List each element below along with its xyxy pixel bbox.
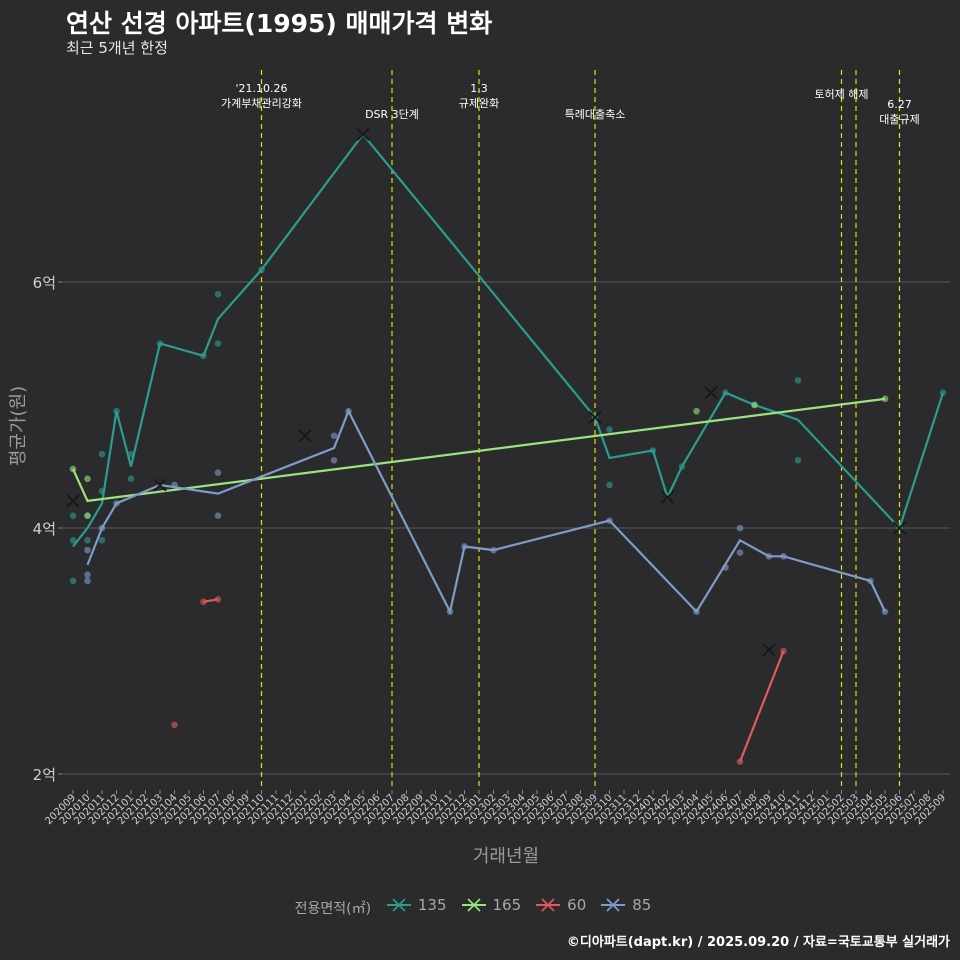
data-point-165 xyxy=(84,475,91,483)
series-85 xyxy=(84,407,889,615)
credit-text: ©디아파트(dapt.kr) / 2025.09.20 / 자료=국토교통부 실… xyxy=(566,935,950,950)
event-label: 토허제 해제 xyxy=(814,87,868,101)
legend-item-165: 165 xyxy=(461,896,522,914)
data-point-135 xyxy=(69,537,77,544)
max-marker-85 xyxy=(153,478,167,492)
data-point-165 xyxy=(84,512,91,519)
legend-key-icon xyxy=(386,898,411,912)
legend: 전용면적(㎡) 135 165 60 85 xyxy=(0,896,960,918)
max-marker-135 xyxy=(660,490,675,504)
max-marker-60 xyxy=(762,643,776,657)
data-point-135 xyxy=(794,457,802,464)
legend-item-60: 60 xyxy=(535,896,586,914)
data-point-85 xyxy=(330,457,338,464)
legend-key-icon xyxy=(461,898,486,912)
data-point-85 xyxy=(736,524,744,532)
legend-title: 전용면적(㎡) xyxy=(294,901,372,917)
data-point-85 xyxy=(736,549,744,556)
event-label: DSR 3단계 xyxy=(365,108,419,121)
max-marker-85 xyxy=(298,429,312,443)
event-label: '21.10.26 가계부채관리강화 xyxy=(221,82,302,110)
series-165 xyxy=(66,395,889,519)
data-point-135 xyxy=(214,340,222,347)
y-tick-label: 2억 xyxy=(33,766,56,784)
max-marker-135 xyxy=(704,386,718,400)
series-line-85 xyxy=(86,408,886,615)
event-label: 6.27 대출규제 xyxy=(879,98,919,126)
legend-label: 165 xyxy=(492,896,522,914)
data-point-165 xyxy=(693,407,700,415)
series-135 xyxy=(69,127,947,585)
data-point-85 xyxy=(84,546,91,554)
data-point-135 xyxy=(214,291,222,298)
data-point-135 xyxy=(127,475,135,483)
max-marker-165 xyxy=(66,494,80,508)
data-point-135 xyxy=(69,512,77,519)
legend-key-icon xyxy=(536,898,561,912)
series-line-165 xyxy=(71,397,886,503)
legend-item-135: 135 xyxy=(386,896,447,914)
data-point-135 xyxy=(794,377,802,384)
legend-item-85: 85 xyxy=(600,896,651,914)
legend-label: 85 xyxy=(632,896,652,914)
data-point-85 xyxy=(84,571,91,579)
max-marker-135 xyxy=(588,410,602,424)
data-point-85 xyxy=(214,512,222,519)
data-point-85 xyxy=(330,432,338,440)
data-point-135 xyxy=(606,426,613,433)
y-tick-label: 4억 xyxy=(33,520,56,538)
legend-label: 60 xyxy=(567,896,587,914)
data-point-135 xyxy=(69,577,77,585)
data-point-165 xyxy=(881,395,889,403)
chart-subtitle: 최근 5개년 한정 xyxy=(66,39,168,57)
legend-label: 135 xyxy=(417,896,447,914)
legend-key-icon xyxy=(601,898,626,912)
x-axis-title: 거래년월 xyxy=(473,846,539,867)
data-point-135 xyxy=(84,537,91,544)
data-point-135 xyxy=(606,481,613,489)
series-line-60 xyxy=(203,598,219,603)
series-60 xyxy=(171,596,787,765)
y-tick-label: 6억 xyxy=(33,274,56,292)
chart-title: 연산 선경 아파트(1995) 매매가격 변화 xyxy=(66,9,493,38)
data-point-165 xyxy=(751,401,758,409)
event-label: 특례대출축소 xyxy=(565,108,626,121)
data-point-135 xyxy=(98,450,106,458)
series-line-135 xyxy=(72,132,945,548)
max-marker-135 xyxy=(356,127,370,141)
data-point-135 xyxy=(98,537,106,544)
event-label: 1.3 규제완화 xyxy=(459,82,499,110)
data-point-60 xyxy=(171,721,178,729)
data-point-85 xyxy=(214,469,222,476)
series-line-60 xyxy=(738,650,785,763)
max-marker-135 xyxy=(892,521,907,535)
y-axis-title: 평균가(원) xyxy=(8,386,29,466)
data-point-85 xyxy=(84,577,91,585)
